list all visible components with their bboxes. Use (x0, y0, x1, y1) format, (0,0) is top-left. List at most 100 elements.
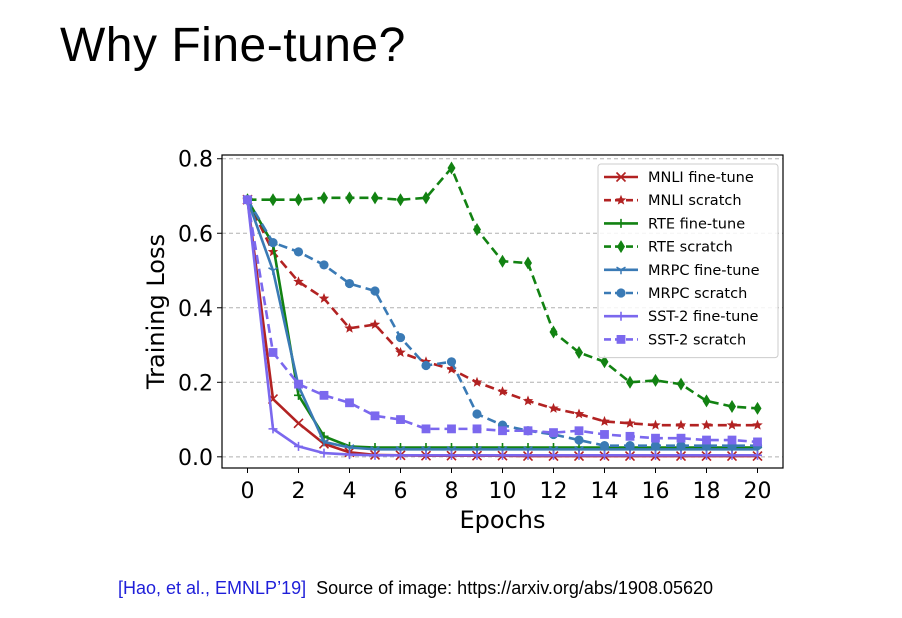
data-point (345, 191, 354, 205)
data-point (675, 419, 687, 430)
legend-item: RTE fine-tune (604, 216, 745, 232)
data-point (676, 433, 686, 443)
data-point (318, 292, 330, 303)
citation-link[interactable]: [Hao, et al., EMNLP’19] (118, 578, 307, 598)
series-sst-2-scratch (243, 195, 762, 447)
data-point (615, 194, 627, 205)
source-line: [Hao, et al., EMNLP’19] Source of image:… (118, 578, 713, 599)
legend-label: SST-2 scratch (648, 332, 746, 348)
data-point (370, 286, 380, 296)
legend-item: MRPC scratch (604, 286, 747, 302)
data-point (651, 433, 660, 443)
data-point (599, 415, 610, 426)
data-point (497, 386, 508, 397)
y-tick-label: 0.8 (178, 148, 213, 173)
data-point (702, 450, 711, 460)
data-point (370, 450, 380, 460)
legend-label: RTE fine-tune (648, 216, 745, 232)
x-axis-label: Epochs (460, 506, 546, 534)
data-point (522, 395, 534, 406)
data-point (345, 398, 354, 408)
data-point (344, 322, 355, 333)
data-point (600, 430, 609, 439)
data-point (473, 223, 481, 237)
data-point (396, 415, 405, 424)
data-point (600, 450, 609, 460)
data-point (616, 311, 626, 321)
x-tick-label: 2 (292, 479, 306, 504)
data-point (701, 419, 712, 430)
data-point (319, 438, 329, 447)
legend-item: SST-2 scratch (604, 332, 746, 348)
data-point (294, 379, 303, 389)
data-point (319, 260, 329, 270)
data-point (498, 254, 507, 268)
data-point (625, 431, 635, 441)
image-source: Source of image: https://arxiv.org/abs/1… (316, 578, 714, 598)
data-point (753, 401, 762, 415)
series-rte-scratch (243, 161, 762, 415)
data-point (523, 426, 533, 436)
data-point (727, 450, 737, 460)
data-point (294, 441, 303, 451)
data-point (753, 437, 762, 447)
data-point (268, 237, 278, 248)
data-point (447, 450, 456, 460)
data-point (268, 267, 278, 276)
data-point (293, 247, 304, 257)
axes: 0.0 0.2 0.4 0.6 0.8 0 2 4 6 8 10 12 14 16 18 20 Epochs Tr… (142, 148, 772, 534)
data-point (369, 319, 381, 329)
data-point (268, 348, 278, 357)
data-point (345, 450, 354, 460)
data-point (421, 424, 431, 434)
data-point (472, 450, 482, 460)
data-point (616, 288, 626, 298)
legend-label: MRPC scratch (648, 286, 747, 302)
data-point (396, 193, 405, 207)
data-point (293, 418, 304, 429)
data-point (319, 390, 329, 400)
x-tick-label: 4 (343, 479, 357, 504)
series-lines (242, 161, 763, 462)
legend-label: MRPC fine-tune (648, 263, 760, 279)
data-point (524, 256, 532, 270)
data-point (472, 409, 482, 419)
data-point (573, 408, 585, 419)
data-point (676, 450, 686, 460)
data-point (728, 400, 736, 414)
data-point (395, 332, 406, 343)
data-point (702, 435, 711, 445)
data-point (523, 450, 533, 460)
data-point (319, 448, 329, 458)
data-point (616, 266, 626, 275)
data-point (269, 193, 277, 207)
x-tick-label: 0 (241, 479, 255, 504)
data-point (549, 450, 558, 460)
data-point (702, 394, 711, 408)
legend-item: RTE scratch (604, 240, 733, 256)
data-point (574, 426, 584, 436)
data-point (498, 450, 507, 460)
data-point (268, 424, 278, 434)
data-point (575, 345, 583, 359)
y-tick-label: 0.2 (178, 371, 213, 396)
legend-item: SST-2 fine-tune (604, 309, 759, 325)
data-point (396, 450, 405, 460)
data-point (446, 357, 457, 367)
data-point (371, 191, 379, 205)
data-point (370, 411, 380, 421)
data-point (421, 360, 431, 371)
data-point (624, 417, 636, 428)
data-point (651, 373, 660, 387)
data-point (727, 435, 737, 445)
data-point (421, 450, 431, 460)
data-point (753, 450, 762, 460)
x-tick-label: 12 (540, 479, 568, 504)
data-point (574, 450, 584, 460)
y-tick-label: 0.4 (178, 297, 213, 322)
data-point (616, 335, 626, 344)
y-axis-label: Training Loss (142, 234, 170, 390)
legend: MNLI fine-tune MNLI scratch RTE fine-tune R… (597, 163, 779, 359)
data-point (344, 278, 355, 289)
